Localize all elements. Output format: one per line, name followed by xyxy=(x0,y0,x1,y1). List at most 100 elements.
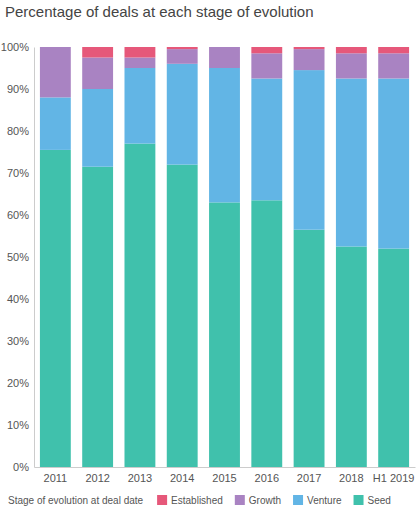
tick-label: 90% xyxy=(7,83,29,95)
legend-label: Established xyxy=(171,495,223,506)
bar xyxy=(336,47,367,53)
legend-item: Venture xyxy=(293,495,342,506)
legend-swatch xyxy=(354,495,364,505)
bar xyxy=(294,49,325,70)
bar xyxy=(294,230,325,467)
bar xyxy=(251,79,282,201)
legend-item: Established xyxy=(157,495,223,506)
bar xyxy=(124,58,155,69)
tick: 10% xyxy=(7,419,34,431)
bar xyxy=(209,47,240,48)
tick: 60% xyxy=(7,209,34,221)
bar xyxy=(209,68,240,202)
legend-swatch xyxy=(235,495,245,505)
tick: 50% xyxy=(7,251,34,263)
legend: Stage of evolution at deal date Establish… xyxy=(8,495,391,506)
tick: 2018 xyxy=(339,467,363,484)
tick: 40% xyxy=(7,293,34,305)
bar xyxy=(40,150,71,467)
bars xyxy=(40,47,409,467)
legend-title: Stage of evolution at deal date xyxy=(8,495,144,506)
bar xyxy=(40,47,71,97)
tick-label: 2014 xyxy=(170,472,194,484)
bar xyxy=(378,47,409,53)
tick: 2013 xyxy=(128,467,152,484)
y-axis: 0% 10% 20% 30% 40% 50% 60% 70% 80% 90% 100% xyxy=(1,41,35,473)
bar xyxy=(209,47,240,68)
bar xyxy=(378,53,409,78)
bar xyxy=(167,64,198,165)
bar xyxy=(82,58,113,90)
bar xyxy=(336,247,367,468)
tick: 30% xyxy=(7,335,34,347)
bar xyxy=(167,49,198,64)
legend-item: Growth xyxy=(235,495,281,506)
bar xyxy=(294,70,325,230)
tick-label: 2018 xyxy=(339,472,363,484)
series xyxy=(40,64,409,249)
tick-label: 30% xyxy=(7,335,29,347)
tick-label: 2016 xyxy=(255,472,279,484)
bar xyxy=(82,89,113,167)
tick-label: 2012 xyxy=(85,472,109,484)
tick-label: 20% xyxy=(7,377,29,389)
bar xyxy=(124,47,155,58)
legend-label: Seed xyxy=(368,495,391,506)
tick: 2014 xyxy=(170,467,194,484)
bar xyxy=(251,53,282,78)
bar xyxy=(124,68,155,144)
legend-swatch xyxy=(293,495,303,505)
bar xyxy=(378,249,409,467)
bar xyxy=(40,97,71,149)
tick-label: 2017 xyxy=(297,472,321,484)
bar xyxy=(167,165,198,467)
series xyxy=(82,47,409,58)
bar xyxy=(336,79,367,247)
tick-label: 2011 xyxy=(44,472,68,484)
bar xyxy=(294,47,325,49)
tick-label: 60% xyxy=(7,209,29,221)
bar xyxy=(124,144,155,467)
legend-swatch xyxy=(157,495,167,505)
axis-line xyxy=(35,467,416,468)
chart: Percentage of deals at each stage of evo… xyxy=(0,0,419,512)
tick-label: H1 2019 xyxy=(373,472,415,484)
tick: 20% xyxy=(7,377,34,389)
bar xyxy=(82,167,113,467)
tick: 80% xyxy=(7,125,34,137)
tick: 90% xyxy=(7,83,34,95)
tick-label: 50% xyxy=(7,251,29,263)
tick: 70% xyxy=(7,167,34,179)
tick: 0% xyxy=(13,461,34,473)
bar xyxy=(336,53,367,78)
tick: 2011 xyxy=(44,467,68,484)
tick-label: 40% xyxy=(7,293,29,305)
title: Percentage of deals at each stage of evo… xyxy=(5,3,314,20)
bar xyxy=(251,200,282,467)
tick: 2017 xyxy=(297,467,321,484)
axis-line xyxy=(34,48,35,468)
tick-label: 0% xyxy=(13,461,29,473)
series xyxy=(40,47,409,97)
tick-label: 2015 xyxy=(212,472,236,484)
tick: 2012 xyxy=(85,467,109,484)
bar xyxy=(378,79,409,249)
tick: 2015 xyxy=(212,467,236,484)
tick-label: 10% xyxy=(7,419,29,431)
bar xyxy=(251,47,282,53)
bar xyxy=(40,47,71,48)
tick-label: 70% xyxy=(7,167,29,179)
legend-item: Seed xyxy=(354,495,391,506)
tick-label: 80% xyxy=(7,125,29,137)
bar xyxy=(209,202,240,467)
x-axis: 2011 2012 2013 2014 2015 2016 2017 2018 H1 2019 xyxy=(35,467,416,484)
tick-label: 2013 xyxy=(128,472,152,484)
tick-label: 100% xyxy=(1,41,29,53)
bar xyxy=(82,47,113,58)
legend-label: Venture xyxy=(307,495,342,506)
legend-label: Growth xyxy=(249,495,281,506)
tick: 100% xyxy=(1,41,34,53)
tick: 2016 xyxy=(255,467,279,484)
tick: H1 2019 xyxy=(373,467,415,484)
bar xyxy=(167,47,198,49)
